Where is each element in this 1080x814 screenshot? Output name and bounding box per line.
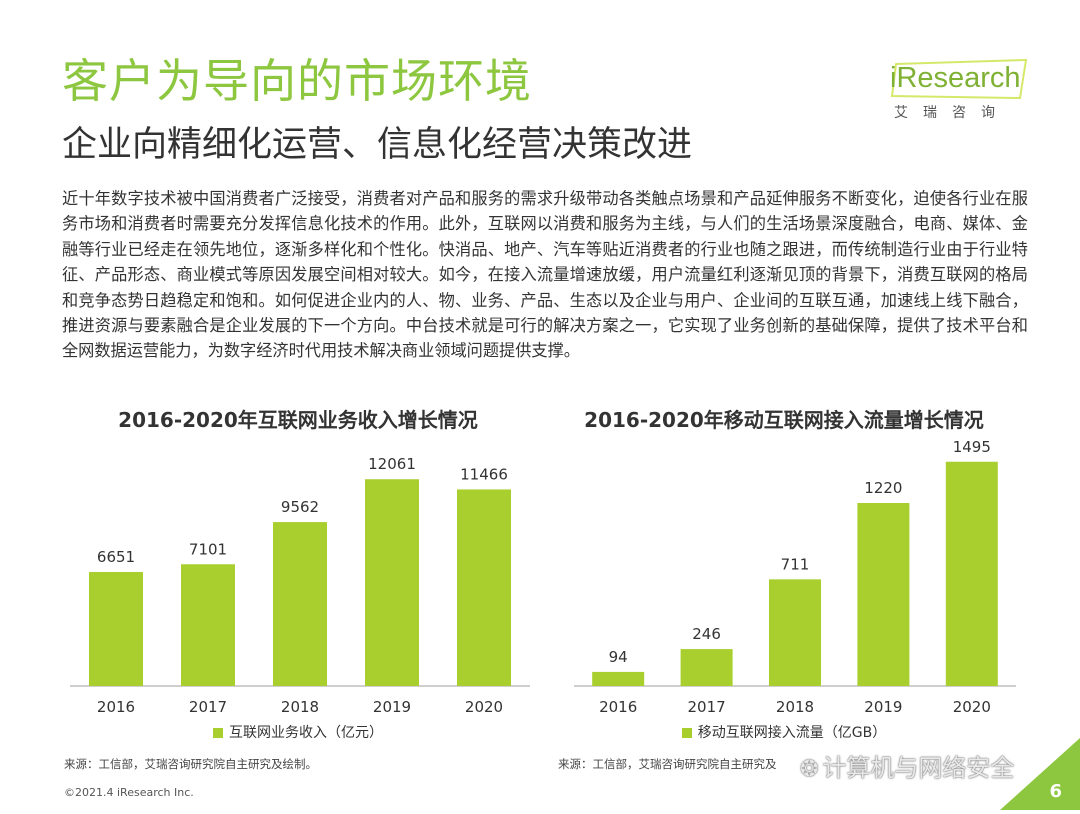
x-tick-label: 2016	[97, 698, 135, 716]
x-tick-label: 2018	[281, 698, 319, 716]
source-note-left: 来源：工信部，艾瑞咨询研究院自主研究及绘制。	[64, 757, 317, 771]
bar	[273, 522, 327, 686]
legend-label: 移动互联网接入流量（亿GB）	[697, 725, 887, 741]
page-number: 6	[1049, 781, 1062, 802]
legend-swatch	[213, 728, 223, 738]
x-tick-label: 2020	[953, 698, 991, 716]
revenue-chart: 2016-2020年互联网业务收入增长情况 6651 2016 7101 2017 95…	[58, 404, 538, 744]
bar	[857, 503, 910, 686]
bar	[945, 461, 998, 686]
bar	[89, 571, 143, 686]
logo-badge	[890, 58, 1028, 100]
revenue-chart-svg: 6651 2016 7101 2017 9562 2018 12061 2019 11466 20…	[70, 455, 530, 716]
x-tick-label: 2020	[465, 698, 503, 716]
logo-cn-text: 艾瑞咨询	[894, 105, 1010, 121]
legend-swatch	[681, 728, 692, 738]
bar	[592, 671, 645, 686]
bar	[769, 579, 821, 686]
copyright: ©2021.4 iResearch Inc.	[64, 786, 194, 799]
traffic-chart-svg: 94 2016 246 2017 711 2018 1220 2019 1495 2020	[574, 438, 1016, 716]
page-subtitle: 企业向精细化运营、信息化经营决策改进	[62, 125, 693, 165]
chart-title: 2016-2020年移动互联网接入流量增长情况	[584, 408, 984, 432]
x-tick-label: 2019	[864, 698, 902, 716]
data-label: 9562	[281, 498, 319, 516]
legend-label: 互联网业务收入（亿元）	[229, 725, 383, 741]
bar	[680, 649, 733, 686]
bar	[457, 489, 511, 686]
chart-legend: 移动互联网接入流量（亿GB）	[544, 722, 1024, 742]
iresearch-logo: iResearch 艾瑞咨询	[890, 58, 1030, 128]
data-label: 1495	[953, 438, 991, 456]
logo-wordmark: iResearch	[890, 62, 1021, 94]
data-label: 246	[692, 625, 721, 643]
bar	[181, 564, 235, 686]
traffic-chart: 2016-2020年移动互联网接入流量增长情况 94 2016 246 2017 711…	[544, 404, 1024, 744]
chart-legend: 互联网业务收入（亿元）	[58, 722, 538, 742]
bar	[365, 479, 419, 686]
data-label: 7101	[189, 540, 227, 558]
wechat-icon: ❂	[800, 757, 819, 782]
data-label: 6651	[97, 548, 135, 566]
x-tick-label: 2017	[189, 698, 227, 716]
chart-title: 2016-2020年互联网业务收入增长情况	[118, 408, 478, 432]
watermark: ❂ 计算机与网络安全	[800, 748, 1014, 783]
x-tick-label: 2017	[688, 698, 726, 716]
x-tick-label: 2018	[776, 698, 814, 716]
data-label: 12061	[368, 455, 416, 473]
data-label: 94	[609, 648, 628, 666]
page-title: 客户为导向的市场环境	[62, 54, 532, 108]
watermark-text: 计算机与网络安全	[822, 754, 1015, 782]
data-label: 1220	[864, 479, 902, 497]
data-label: 11466	[460, 465, 508, 483]
body-paragraph: 近十年数字技术被中国消费者广泛接受，消费者对产品和服务的需求升级带动各类触点场景…	[62, 189, 1028, 361]
page-corner: 6	[1000, 738, 1080, 810]
corner-shape	[1000, 738, 1080, 810]
data-label: 711	[781, 555, 810, 573]
x-tick-label: 2016	[599, 698, 637, 716]
source-note-right: 来源：工信部，艾瑞咨询研究院自主研究及	[558, 757, 777, 771]
x-tick-label: 2019	[373, 698, 411, 716]
